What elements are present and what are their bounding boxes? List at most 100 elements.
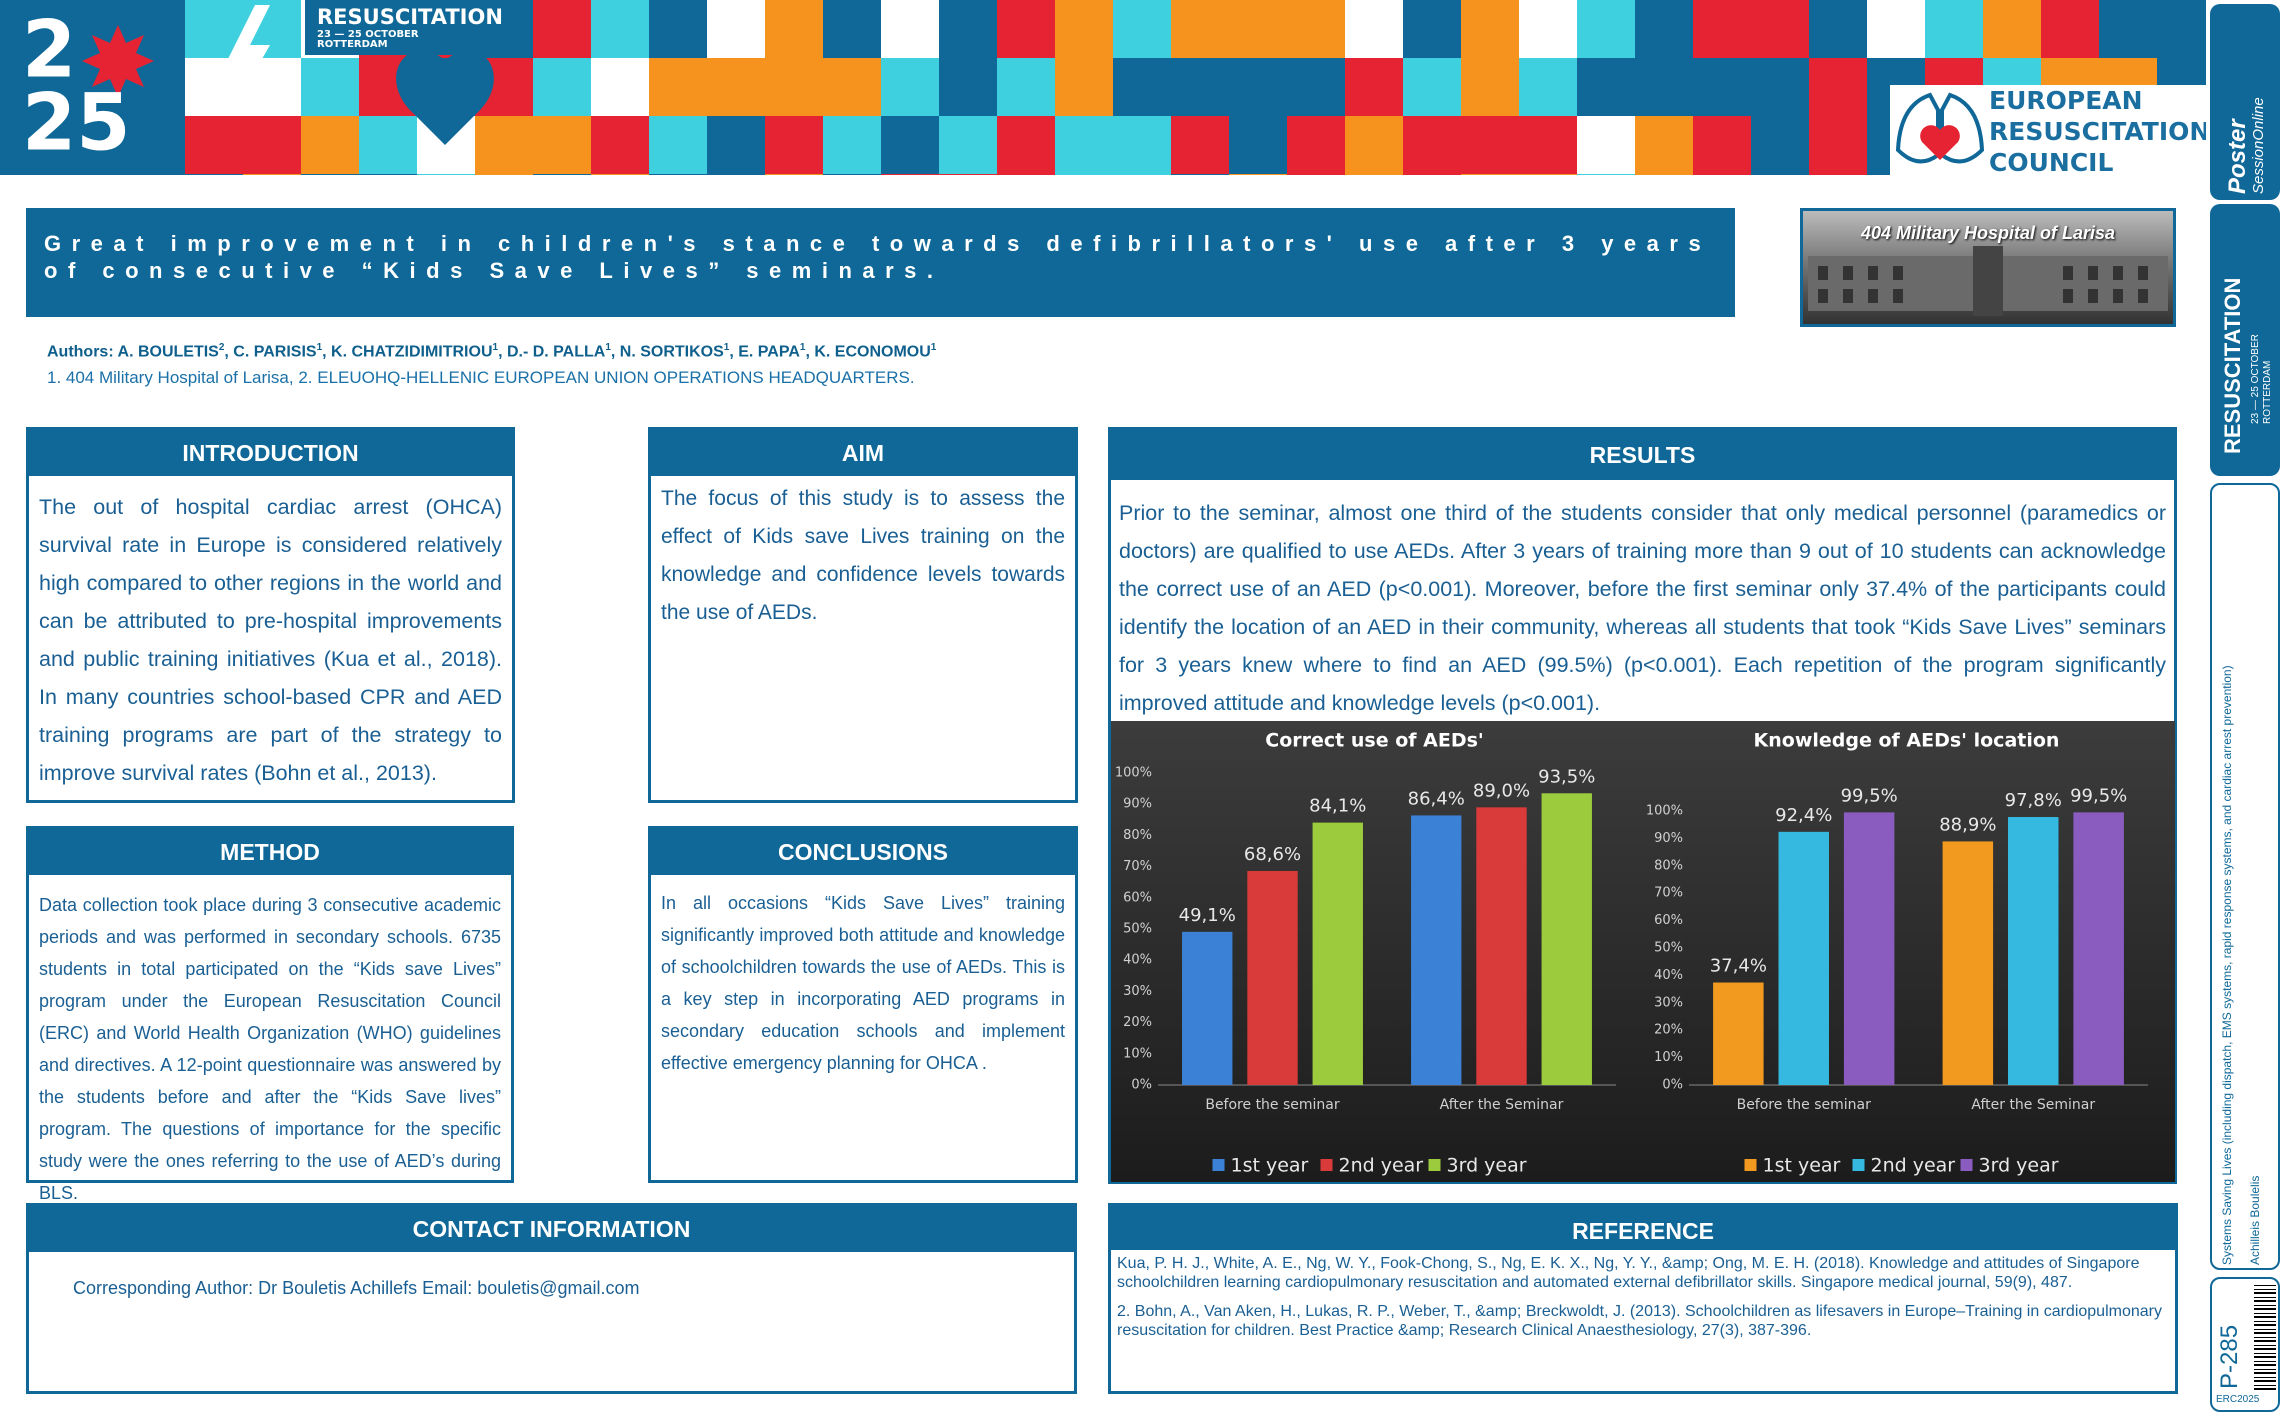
decor-tile	[1925, 0, 1983, 58]
decor-tile	[1577, 58, 1635, 116]
section-text: Corresponding Author: Dr Bouletis Achill…	[73, 1278, 640, 1298]
decor-tile	[707, 0, 765, 58]
decor-tile	[301, 116, 359, 174]
author-affiliation: 1	[723, 342, 730, 353]
author: , K. CHATZIDIMITRIOU	[322, 343, 493, 361]
decor-tile	[881, 116, 939, 174]
decor-tile	[475, 174, 533, 175]
org-line: EUROPEAN	[1989, 86, 2143, 115]
aim: AIM The focus of this study is to assess…	[648, 427, 1078, 803]
y-tick-label: 10%	[1123, 1046, 1152, 1061]
decor-tile	[1693, 174, 1751, 175]
x-tick-label: After the Seminar	[1971, 1097, 2095, 1113]
y-tick-label: 70%	[1654, 886, 1683, 901]
y-tick-label: 0%	[1131, 1078, 1152, 1093]
legend-swatch	[1428, 1159, 1441, 1171]
legend-label: 1st year	[1231, 1155, 1309, 1177]
decor-tile	[1171, 0, 1229, 58]
decor-tile	[1519, 174, 1577, 175]
decor-tile	[1287, 174, 1345, 175]
bar	[1247, 870, 1298, 1085]
decor-tile	[185, 0, 243, 58]
decor-tile	[1751, 0, 1809, 58]
section-text: Data collection took place during 3 cons…	[39, 895, 501, 1203]
bar	[1843, 812, 1895, 1085]
decor-tile	[939, 58, 997, 116]
author-affiliation: 2	[218, 342, 225, 353]
decor-tile	[1229, 116, 1287, 174]
decor-tile	[1345, 0, 1403, 58]
authors: Authors: A. BOULETIS2, C. PARISIS1, K. C…	[47, 342, 936, 361]
brand-top: Poster	[2224, 119, 2251, 194]
title: Great improvement in children's stance t…	[44, 231, 1712, 283]
decor-tile	[1287, 58, 1345, 116]
legend-swatch	[1960, 1159, 1973, 1171]
y-tick-label: 90%	[1654, 831, 1683, 846]
y-tick-label: 40%	[1654, 968, 1683, 983]
author: , K. ECONOMOU	[805, 343, 931, 361]
legend-swatch	[1212, 1159, 1225, 1171]
bar	[2008, 817, 2059, 1085]
y-tick-label: 30%	[1654, 995, 1683, 1010]
decor-tile	[1461, 116, 1519, 174]
decor-tile	[243, 174, 301, 175]
section-heading: INTRODUCTION	[29, 430, 512, 476]
decor-tile	[649, 0, 707, 58]
logo-block	[0, 0, 185, 175]
event-block	[305, 0, 527, 55]
decor-tile	[475, 116, 533, 174]
reference-item: Kua, P. H. J., White, A. E., Ng, W. Y., …	[1117, 1255, 2140, 1291]
decor-tile	[533, 174, 591, 175]
decor-tile	[301, 174, 359, 175]
section-heading: RESULTS	[1111, 430, 2174, 480]
decor-tile	[1693, 0, 1751, 58]
decor-tile	[707, 174, 765, 175]
erc-logo	[1895, 92, 1985, 164]
x-tick-label: After the Seminar	[1440, 1097, 1564, 1113]
event: RESUSCITATION	[317, 5, 503, 29]
decor-tile	[1809, 174, 1867, 175]
value-label: 68,6%	[1244, 844, 1301, 865]
decor-tile	[1693, 116, 1751, 174]
decor-tile	[649, 58, 707, 116]
value-label: 86,4%	[1408, 788, 1465, 809]
decor-tile	[417, 174, 475, 175]
author-affiliation: 1	[605, 342, 611, 353]
y-tick-label: 50%	[1123, 922, 1152, 937]
value-label: 84,1%	[1309, 796, 1366, 817]
y-tick-label: 80%	[1123, 828, 1152, 843]
bar	[1411, 815, 1462, 1085]
year-bottom: 25	[22, 78, 131, 168]
brand-bottom: SessionOnline	[2250, 97, 2267, 194]
side-author: Achilleis Boulelis	[2248, 1175, 2262, 1265]
photo-caption: 404 Military Hospital of Larisa	[1860, 223, 2116, 243]
section-heading: CONTACT INFORMATION	[29, 1206, 1074, 1252]
y-tick-label: 10%	[1654, 1050, 1683, 1065]
decor-tile	[185, 174, 243, 175]
conclusions: CONCLUSIONS In all occasions “Kids Save …	[648, 826, 1078, 1183]
legend-label: 3rd year	[1447, 1155, 1527, 1177]
decor-tile	[1171, 174, 1229, 175]
decor-tile	[1229, 174, 1287, 175]
y-tick-label: 100%	[1646, 804, 1683, 819]
decor-tile	[1751, 116, 1809, 174]
decor-tile	[649, 174, 707, 175]
decor-tile	[533, 0, 591, 58]
decor-tile	[1345, 116, 1403, 174]
decor-tile	[939, 116, 997, 174]
title-box: Great improvement in children's stance t…	[26, 208, 1735, 317]
y-tick-label: 40%	[1123, 953, 1152, 968]
decor-tile	[1403, 58, 1461, 116]
bar	[1541, 793, 1592, 1085]
reference-list: Kua, P. H. J., White, A. E., Ng, W. Y., …	[1111, 1250, 2175, 1354]
value-label: 92,4%	[1775, 805, 1832, 826]
decor-tile	[2157, 0, 2206, 58]
bar	[2073, 812, 2124, 1085]
side-topic: Systems Saving Lives (including dispatch…	[2220, 665, 2234, 1265]
code: ERC2025	[2216, 1394, 2260, 1405]
decor-tile	[765, 0, 823, 58]
x-tick-label: Before the seminar	[1205, 1097, 1340, 1113]
decor-tile	[1055, 58, 1113, 116]
decor-tile	[1055, 0, 1113, 58]
